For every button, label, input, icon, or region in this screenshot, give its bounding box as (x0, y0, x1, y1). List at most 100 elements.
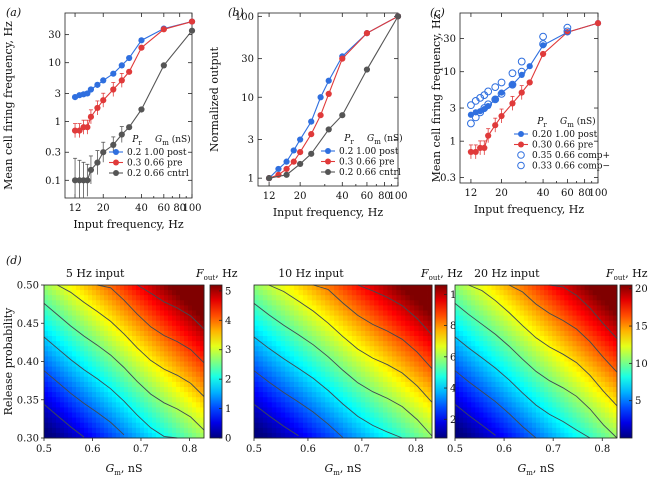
heatmap-cell (604, 387, 610, 393)
heatmap-cell (527, 417, 533, 424)
heatmap-cell (112, 417, 117, 424)
heatmap-cell (280, 402, 286, 408)
heatmap-cell (271, 325, 277, 332)
heatmap-cell (280, 300, 286, 306)
heatmap-cell (44, 341, 49, 347)
heatmap-cell (316, 417, 322, 424)
heatmap-cell (258, 397, 264, 403)
heatmap-cell (152, 330, 157, 337)
heatmap-cell (387, 346, 393, 352)
heatmap-cell (548, 422, 553, 429)
heatmap-cell (507, 300, 513, 306)
heatmap-cell (556, 427, 561, 434)
heatmap-cell (44, 397, 49, 403)
y-tick-label: 10 (443, 67, 456, 78)
heatmap-cell (254, 356, 259, 362)
heatmap-cell (608, 285, 614, 291)
heatmap-cell (254, 417, 259, 424)
heatmap-cell (556, 330, 561, 337)
heatmap-cell (604, 432, 610, 439)
heatmap-cell (112, 432, 117, 439)
heatmap-cell (262, 412, 268, 418)
heatmap-cell (356, 305, 362, 311)
x-tick-label: 0.5 (447, 444, 463, 455)
heatmap-cell (544, 305, 549, 311)
heatmap-cell (92, 392, 97, 398)
heatmap-cell (608, 341, 614, 347)
heatmap-cell (184, 305, 189, 311)
heatmap-cell (511, 407, 517, 413)
heatmap-cell (580, 392, 585, 398)
legend-marker (518, 141, 524, 148)
heatmap-cell (140, 402, 145, 408)
heatmap-cell (356, 432, 362, 439)
heatmap-cell (479, 325, 484, 332)
heatmap-cell (334, 285, 339, 291)
heatmap-cell (184, 356, 189, 362)
heatmap-cell (160, 346, 165, 352)
heatmap-cell (316, 432, 322, 439)
heatmap-cell (258, 351, 264, 357)
heatmap-cell (576, 376, 581, 383)
heatmap-cell (378, 371, 384, 378)
heatmap-cell (479, 397, 484, 403)
heatmap-cell (311, 341, 317, 347)
heatmap-cell (487, 346, 492, 352)
heatmap-cell (132, 295, 137, 301)
heatmap-cell (320, 310, 326, 316)
heatmap-cell (544, 320, 549, 327)
heatmap-cell (302, 366, 308, 373)
heatmap-cell (192, 315, 197, 322)
data-point (100, 77, 107, 84)
heatmap-cell (76, 412, 81, 418)
heatmap-cell (96, 366, 101, 373)
heatmap-cell (383, 285, 388, 291)
heatmap-cell (302, 315, 308, 322)
heatmap-cell (68, 295, 73, 301)
heatmap-cell (267, 336, 273, 342)
heatmap-cell (44, 422, 49, 429)
heatmap-cell (285, 351, 290, 357)
heatmap-cell (396, 371, 402, 378)
heatmap-cell (160, 402, 165, 408)
heatmap-cell (378, 320, 384, 327)
heatmap-cell (556, 325, 561, 332)
heatmap-cell (365, 290, 371, 296)
heatmap-cell (459, 300, 464, 306)
heatmap-cell (596, 371, 602, 378)
x-tick-label: 80 (173, 203, 186, 214)
heatmap-cell (507, 376, 513, 383)
heatmap-cell (302, 346, 308, 352)
heatmap-cell (76, 417, 81, 424)
heatmap-cell (479, 422, 484, 429)
heatmap-cell (184, 392, 189, 398)
heatmap-cell (316, 392, 322, 398)
heatmap-cell (267, 417, 273, 424)
heatmap-cell (329, 361, 335, 367)
heatmap-cell (548, 356, 553, 362)
heatmap-cell (156, 315, 161, 322)
heatmap-cell (262, 300, 268, 306)
heatmap-cell (124, 320, 129, 327)
heatmap-cell (168, 300, 173, 306)
heatmap-cell (156, 397, 161, 403)
heatmap-cell (536, 341, 541, 347)
heatmap-cell (548, 325, 553, 332)
heatmap-cell (160, 320, 165, 327)
heatmap-cell (68, 376, 73, 383)
heatmap-cell (600, 432, 606, 439)
heatmap-cell (112, 361, 117, 367)
heatmap-cell (285, 341, 290, 347)
heatmap-cell (104, 387, 109, 393)
heatmap-title: 10 Hz input (278, 267, 344, 280)
heatmap-cell (459, 310, 464, 316)
heatmap-cell (112, 407, 117, 413)
heatmap-cell (608, 310, 614, 316)
heatmap-cell (556, 320, 561, 327)
heatmap-cell (108, 310, 113, 316)
heatmap-cell (100, 412, 105, 418)
heatmap-cell (112, 392, 117, 398)
x-tick-label: 0.7 (133, 444, 149, 455)
panel-label: (b) (228, 6, 244, 19)
heatmap-cell (608, 330, 614, 337)
